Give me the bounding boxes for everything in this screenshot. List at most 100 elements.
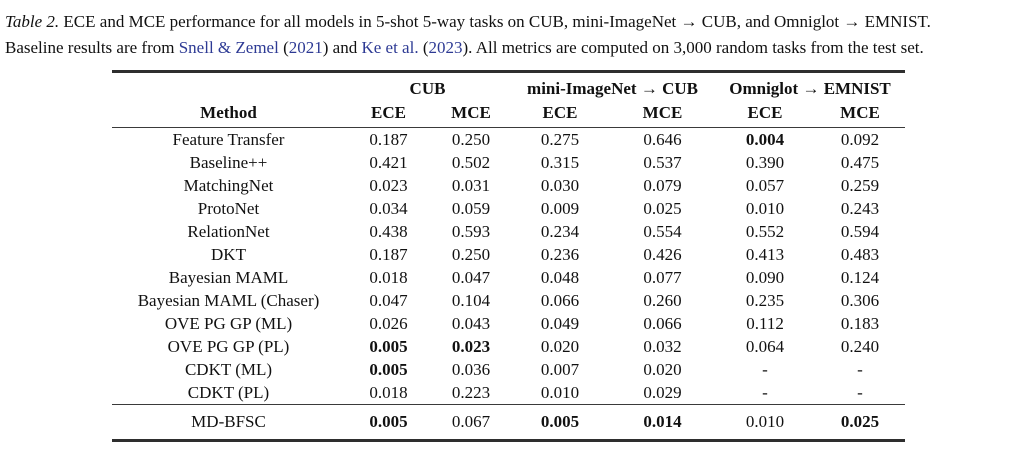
method-cell: MD-BFSC bbox=[112, 404, 345, 441]
value-cell: 0.020 bbox=[643, 359, 682, 379]
table-header: CUB mini-ImageNet → CUB Omniglot → EMNIS… bbox=[112, 72, 906, 128]
value-cell: 0.413 bbox=[745, 244, 785, 264]
value-cell: 0.552 bbox=[745, 221, 785, 241]
value-cell: 0.023 bbox=[451, 336, 491, 356]
citation-link-ke-et-al[interactable]: Ke et al. bbox=[361, 38, 419, 57]
group-header-row: CUB mini-ImageNet → CUB Omniglot → EMNIS… bbox=[112, 72, 905, 100]
value-cell: 0.005 bbox=[369, 336, 408, 356]
value-cell: 0.260 bbox=[643, 290, 682, 310]
group-header-mini-imagenet-cub: mini-ImageNet → CUB bbox=[527, 79, 698, 98]
citation-link-snell-zemel[interactable]: Snell & Zemel bbox=[178, 38, 279, 57]
table-row: CDKT (ML) 0.005 0.036 0.007 0.020 - - bbox=[112, 358, 905, 381]
table-row: Bayesian MAML 0.018 0.047 0.048 0.077 0.090 0.… bbox=[112, 266, 905, 289]
value-cell: 0.034 bbox=[369, 198, 408, 218]
caption-paren: ( bbox=[283, 38, 289, 57]
value-cell: 0.032 bbox=[643, 336, 682, 356]
table-row: OVE PG GP (ML) 0.026 0.043 0.049 0.066 0.112 0… bbox=[112, 312, 905, 335]
table-row-final: MD-BFSC 0.005 0.067 0.005 0.014 0.010 0.025 bbox=[112, 404, 906, 441]
value-cell: 0.275 bbox=[540, 129, 580, 149]
method-cell: DKT bbox=[211, 244, 246, 264]
value-cell: 0.250 bbox=[451, 244, 491, 264]
value-cell: 0.124 bbox=[840, 267, 880, 287]
value-cell: 0.010 bbox=[745, 198, 785, 218]
value-cell: 0.090 bbox=[745, 267, 785, 287]
value-cell: 0.187 bbox=[369, 244, 408, 264]
method-cell: OVE PG GP (ML) bbox=[164, 313, 293, 333]
value-cell: 0.104 bbox=[451, 290, 491, 310]
value-cell: 0.390 bbox=[745, 152, 785, 172]
column-header-ece-cub: ECE bbox=[345, 99, 432, 128]
results-table-wrapper: CUB mini-ImageNet → CUB Omniglot → EMNIS… bbox=[112, 70, 906, 442]
value-cell: 0.020 bbox=[540, 336, 580, 356]
value-cell: 0.112 bbox=[746, 313, 784, 333]
value-cell: 0.005 bbox=[369, 359, 408, 379]
value-cell: 0.079 bbox=[643, 175, 682, 195]
value-cell: 0.048 bbox=[540, 267, 580, 287]
value-cell: 0.009 bbox=[540, 198, 580, 218]
value-cell: 0.007 bbox=[540, 359, 580, 379]
caption-line-1: Table 2. ECE and MCE performance for all… bbox=[5, 9, 1029, 35]
value-cell: 0.092 bbox=[840, 129, 880, 149]
value-cell: - bbox=[762, 359, 768, 379]
value-cell: 0.250 bbox=[451, 129, 491, 149]
value-cell: 0.187 bbox=[369, 129, 408, 149]
value-cell: 0.047 bbox=[451, 267, 491, 287]
value-cell: 0.066 bbox=[540, 290, 580, 310]
value-cell: 0.223 bbox=[451, 382, 491, 402]
method-cell: Baseline++ bbox=[189, 152, 268, 172]
value-cell: 0.306 bbox=[840, 290, 880, 310]
value-cell: 0.010 bbox=[715, 404, 816, 441]
method-cell: Bayesian MAML bbox=[168, 267, 289, 287]
value-cell: 0.438 bbox=[369, 221, 408, 241]
value-cell: 0.234 bbox=[540, 221, 580, 241]
method-cell: RelationNet bbox=[187, 221, 270, 241]
value-cell: 0.043 bbox=[451, 313, 491, 333]
value-cell: 0.014 bbox=[610, 404, 716, 441]
table-row: Bayesian MAML (Chaser) 0.047 0.104 0.066 0.2… bbox=[112, 289, 905, 312]
value-cell: 0.594 bbox=[840, 221, 880, 241]
column-header-ece-omniglot: ECE bbox=[715, 99, 816, 128]
value-cell: 0.236 bbox=[540, 244, 580, 264]
table-body: Feature Transfer 0.187 0.250 0.275 0.646 0.00… bbox=[112, 128, 906, 441]
caption-text-1: ECE and MCE performance for all models i… bbox=[63, 12, 931, 31]
column-header-mce-emnist: MCE bbox=[815, 99, 906, 128]
value-cell: 0.023 bbox=[369, 175, 408, 195]
value-cell: 0.010 bbox=[540, 382, 580, 402]
caption-text-3: All metrics are computed on 3,000 random… bbox=[475, 38, 924, 57]
caption-line-2: Baseline results are from Snell & Zemel … bbox=[5, 35, 1029, 61]
group-header-omniglot-emnist: Omniglot → EMNIST bbox=[729, 79, 891, 98]
column-header-ece-mini: ECE bbox=[510, 99, 610, 128]
value-cell: 0.025 bbox=[815, 404, 906, 441]
table-row: OVE PG GP (PL) 0.005 0.023 0.020 0.032 0.064 0… bbox=[112, 335, 905, 358]
table-row: RelationNet 0.438 0.593 0.234 0.554 0.552 0.59… bbox=[112, 220, 905, 243]
table-row: MatchingNet 0.023 0.031 0.030 0.079 0.057 0.25… bbox=[112, 174, 905, 197]
column-header-mce-mini: MCE bbox=[610, 99, 716, 128]
value-cell: 0.240 bbox=[840, 336, 880, 356]
value-cell: 0.502 bbox=[451, 152, 491, 172]
value-cell: 0.537 bbox=[643, 152, 682, 172]
citation-year-2023[interactable]: 2023 bbox=[428, 38, 463, 57]
value-cell: 0.029 bbox=[643, 382, 682, 402]
caption-paren: ( bbox=[422, 38, 429, 57]
value-cell: 0.018 bbox=[369, 382, 408, 402]
value-cell: 0.036 bbox=[451, 359, 491, 379]
table-row: CDKT (PL) 0.018 0.223 0.010 0.029 - - bbox=[112, 381, 905, 405]
value-cell: 0.026 bbox=[369, 313, 408, 333]
citation-year-2021[interactable]: 2021 bbox=[288, 38, 323, 57]
method-cell: Feature Transfer bbox=[172, 129, 285, 149]
value-cell: - bbox=[857, 382, 863, 402]
value-cell: 0.554 bbox=[643, 221, 682, 241]
value-cell: 0.315 bbox=[540, 152, 580, 172]
method-cell: CDKT (PL) bbox=[187, 382, 270, 402]
group-header-cub: CUB bbox=[409, 79, 446, 98]
value-cell: 0.066 bbox=[643, 313, 682, 333]
value-cell: 0.259 bbox=[840, 175, 880, 195]
value-cell: 0.183 bbox=[840, 313, 880, 333]
value-cell: 0.031 bbox=[451, 175, 491, 195]
value-cell: 0.421 bbox=[369, 152, 408, 172]
value-cell: 0.025 bbox=[643, 198, 682, 218]
caption-text-2: Baseline results are from bbox=[5, 38, 175, 57]
method-cell: OVE PG GP (PL) bbox=[167, 336, 290, 356]
value-cell: 0.005 bbox=[345, 404, 432, 441]
value-cell: 0.243 bbox=[840, 198, 880, 218]
